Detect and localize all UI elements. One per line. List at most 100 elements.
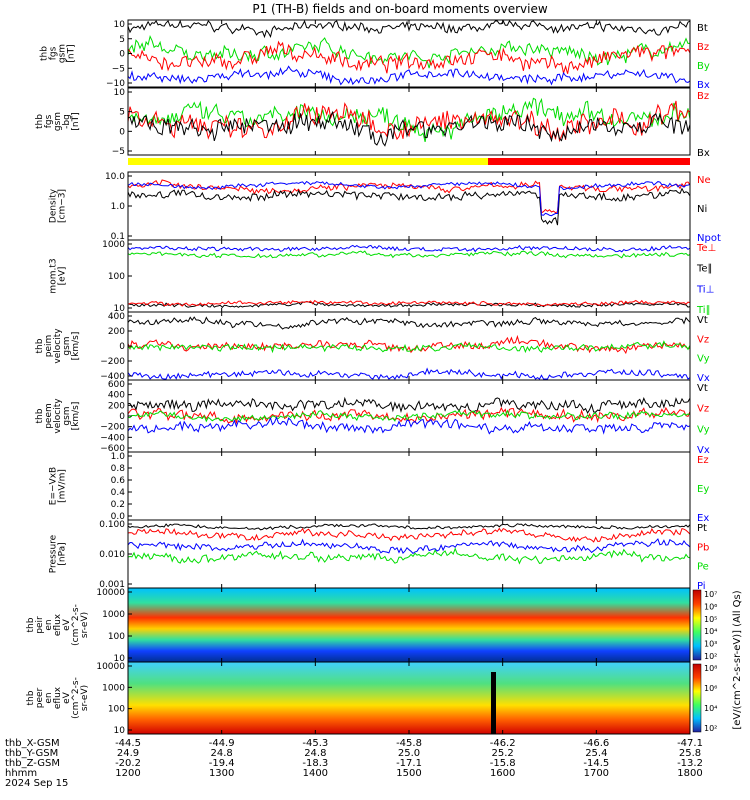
ion_spec-colorbar-tick: 10⁵ xyxy=(704,615,717,624)
el_spec-ylabel: eV xyxy=(62,691,72,704)
footer-value: -47.1 xyxy=(677,738,703,749)
el_spec-colorbar xyxy=(692,663,702,733)
efield-ylabel: E=−VxB xyxy=(49,467,59,505)
efield-legend-Ey: Ey xyxy=(697,484,709,495)
fgs_dsl-ytick-label: 10 xyxy=(114,88,126,98)
pressure-ylabel: Pressure xyxy=(49,534,59,573)
ve-legend-Vt: Vt xyxy=(697,383,708,394)
footer-value: -44.5 xyxy=(115,738,141,749)
vi-ytick-label: 200 xyxy=(108,327,125,337)
temp-series-2 xyxy=(127,301,691,309)
fgs-ylabel: [nT] xyxy=(67,44,77,62)
efield-legend-Ez: Ez xyxy=(697,455,709,466)
ion_spec-ylabel: eV xyxy=(62,618,72,631)
efield-ylabel: [mV/m] xyxy=(58,469,68,503)
footer-value: -17.1 xyxy=(396,758,422,769)
ion_spec-ylabel: (cm^2-s- xyxy=(71,604,81,646)
ve-ytick-label: −400 xyxy=(100,433,125,443)
density-legend-Ne: Ne xyxy=(697,175,711,186)
fgs-legend-Bt: Bt xyxy=(697,23,708,34)
pressure-legend-Pi: Pi xyxy=(697,581,706,592)
efield-ytick-label: 0.0 xyxy=(111,512,126,522)
pressure-ytick-label: 0.001 xyxy=(99,580,125,590)
ion_spec-colorbar xyxy=(692,589,702,661)
temp-ytick-label: 1000 xyxy=(102,240,125,250)
el_spec-ytick-label: 10000 xyxy=(96,662,125,672)
temp-legend-Te∥: Te∥ xyxy=(696,264,713,275)
footer-value: 25.4 xyxy=(585,748,607,759)
fgs_dsl-ylabel: [nT] xyxy=(71,112,81,130)
vi-ytick-label: 400 xyxy=(108,312,125,322)
ion_spec-colorbar-tick: 10⁷ xyxy=(704,590,717,599)
fgs-ylabel: thb xyxy=(40,46,50,61)
efield-ytick-label: 0.6 xyxy=(111,476,126,486)
ve-ylabel: peem xyxy=(44,403,54,429)
ion_spec-colorbar-tick: 10³ xyxy=(704,640,717,649)
panel-temp: 1000 100 10 mom.t3 [eV] Te⊥ Te∥ Ti⊥ Ti∥ xyxy=(49,239,716,316)
panel-efield: 1.0 0.8 0.6 0.4 0.2 0.0 E=−VxB [mV/m] Ez Ey Ex xyxy=(49,451,709,524)
mode-bar-fast-survey xyxy=(488,158,690,165)
vi-ylabel: gsm xyxy=(62,336,72,355)
footer-value: -46.2 xyxy=(490,738,516,749)
el_spec-colorbar-tick: 10⁸ xyxy=(704,664,717,673)
fgs_dsl-ytick-label: 5 xyxy=(119,108,125,118)
fgs-series-2 xyxy=(127,40,691,74)
footer-value: 1600 xyxy=(490,768,515,779)
ve-legend-Vx: Vx xyxy=(697,445,710,456)
density-ylabel: Density xyxy=(49,188,59,223)
ion_spec-ylabel: peir xyxy=(35,616,45,634)
efield-legend-Ex: Ex xyxy=(697,513,709,524)
footer-value: 1700 xyxy=(584,768,609,779)
ion_spec-colorbar-tick: 10⁶ xyxy=(704,602,717,611)
panel-pressure: 0.100 0.010 0.001 Pressure [nPa] Pt Pb Pe Pi xyxy=(49,519,709,592)
el_spec-colorbar-tick: 10⁶ xyxy=(704,684,717,693)
footer-value: 25.8 xyxy=(679,748,701,759)
efield-ytick-label: 1.0 xyxy=(111,452,126,462)
fgs_dsl-series-2 xyxy=(127,110,691,147)
el_spec-spectrogram xyxy=(128,662,690,734)
temp-legend-Ti⊥: Ti⊥ xyxy=(696,284,714,295)
pressure-frame xyxy=(127,519,691,589)
el_spec-ylabel: eflux xyxy=(53,686,63,709)
fgs_dsl-ytick-label: −5 xyxy=(112,147,125,157)
panel-fgs: 10 5 0 −5 −10 thb fgs gsm [nT] Bt Bz By Bx xyxy=(40,19,710,91)
ve-ylabel: thb xyxy=(35,408,45,423)
pressure-ylabel: [nPa] xyxy=(58,542,68,565)
ion_spec-ylabel: eflux xyxy=(53,613,63,636)
panel-fgs_dsl: 10 5 0 −5 thb fgs gsm -bg [nT] Bz Bx xyxy=(35,87,710,159)
ve-series-3 xyxy=(127,415,691,435)
density-series-0 xyxy=(127,179,691,214)
fgs_dsl-legend-Bz: Bz xyxy=(697,91,709,102)
ion_spec-colorbar-tick: 10⁴ xyxy=(704,627,717,636)
ve-ylabel: [km/s] xyxy=(71,402,81,431)
temp-ylabel: [eV] xyxy=(58,267,68,286)
pressure-legend-Pb: Pb xyxy=(697,542,709,553)
footer-value: -13.2 xyxy=(677,758,703,769)
fgs-series-1 xyxy=(127,35,691,69)
fgs-ylabel: gsm xyxy=(58,44,68,63)
footer-value: -14.5 xyxy=(583,758,609,769)
footer-value: 1200 xyxy=(115,768,140,779)
pressure-legend-Pt: Pt xyxy=(697,523,707,534)
fgs_dsl-ylabel: -bg xyxy=(62,114,72,129)
footer-value: 1400 xyxy=(303,768,328,779)
vi-legend-Vy: Vy xyxy=(697,354,710,365)
vi-legend-Vx: Vx xyxy=(697,373,710,384)
ion_spec-ytick-label: 10 xyxy=(114,654,126,664)
vi-ytick-label: −200 xyxy=(100,357,125,367)
pressure-ytick-label: 0.100 xyxy=(99,520,125,530)
pressure-series-0 xyxy=(127,523,691,531)
el_spec-ylabel: sr-eV) xyxy=(80,685,90,711)
fgs_dsl-ylabel: fgs xyxy=(44,114,54,128)
ve-ytick-label: −200 xyxy=(100,423,125,433)
footer-value: 25.0 xyxy=(398,748,420,759)
fgs-ytick-label: 0 xyxy=(119,50,125,60)
density-series-1 xyxy=(127,187,691,226)
efield-ytick-label: 0.4 xyxy=(111,488,126,498)
density-frame xyxy=(127,171,691,241)
ve-ytick-label: −600 xyxy=(100,444,125,454)
mode-bar-slow-survey xyxy=(128,158,488,165)
fgs-ylabel: fgs xyxy=(49,46,59,60)
